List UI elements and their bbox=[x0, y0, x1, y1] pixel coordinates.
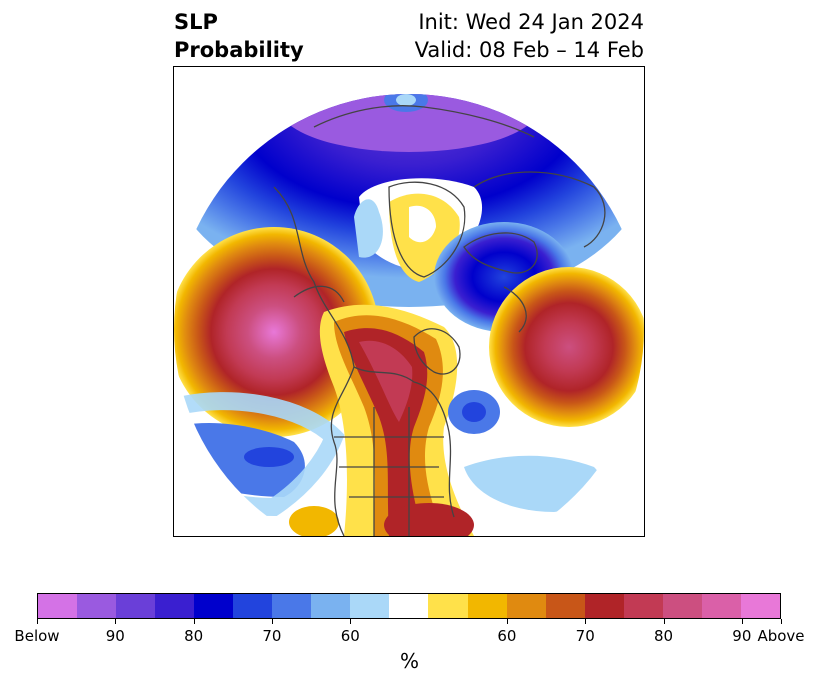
colorbar-segment bbox=[389, 594, 429, 618]
colorbar-segment bbox=[272, 594, 312, 618]
colorbar-segment bbox=[662, 594, 702, 618]
colorbar-tick-label: 80 bbox=[184, 627, 204, 645]
atlantic-above-normal-area bbox=[489, 267, 644, 427]
colorbar-segment bbox=[233, 594, 273, 618]
colorbar-segment bbox=[311, 594, 351, 618]
colorbar-segment bbox=[584, 594, 624, 618]
colorbar bbox=[37, 593, 781, 619]
colorbar-tick-label: 70 bbox=[575, 627, 595, 645]
title-right: Init: Wed 24 Jan 2024 Valid: 08 Feb – 14… bbox=[415, 8, 644, 64]
colorbar-tick bbox=[350, 619, 352, 624]
colorbar-segment bbox=[38, 594, 78, 618]
colorbar-tick-label: 60 bbox=[340, 627, 360, 645]
colorbar-segment bbox=[623, 594, 663, 618]
colorbar-segment bbox=[116, 594, 156, 618]
colorbar-tick bbox=[741, 619, 743, 624]
variable-subtitle: Probability bbox=[174, 38, 304, 62]
colorbar-tick bbox=[585, 619, 587, 624]
colorbar-tick bbox=[193, 619, 195, 624]
map-panel bbox=[173, 66, 645, 537]
colorbar-segment bbox=[155, 594, 195, 618]
colorbar-tick-label: 60 bbox=[497, 627, 517, 645]
colorbar-segment bbox=[506, 594, 546, 618]
colorbar-tick-label: Above bbox=[757, 627, 805, 645]
colorbar-tick bbox=[781, 619, 782, 624]
colorbar-ticks: Below 90 80 70 60 60 70 80 90 Above bbox=[0, 619, 819, 649]
valid-period-label: Valid: 08 Feb – 14 Feb bbox=[414, 38, 644, 62]
colorbar-tick bbox=[37, 619, 38, 624]
colorbar-tick-label: 70 bbox=[262, 627, 282, 645]
colorbar-segment bbox=[428, 594, 468, 618]
probability-field bbox=[174, 94, 644, 536]
colorbar-tick-label: 90 bbox=[732, 627, 752, 645]
title-left: SLP Probability bbox=[174, 8, 304, 64]
colorbar-tick bbox=[663, 619, 665, 624]
variable-title: SLP bbox=[174, 10, 218, 34]
colorbar-segment bbox=[545, 594, 585, 618]
pacific-above-normal-area bbox=[174, 227, 379, 437]
colorbar-tick bbox=[115, 619, 117, 624]
colorbar-segment bbox=[77, 594, 117, 618]
coastlines bbox=[273, 105, 606, 536]
colorbar-tick bbox=[506, 619, 508, 624]
colorbar-tick-label: 90 bbox=[105, 627, 125, 645]
probability-map bbox=[174, 94, 644, 536]
colorbar-segment bbox=[701, 594, 741, 618]
colorbar-segment bbox=[194, 594, 234, 618]
init-date-label: Init: Wed 24 Jan 2024 bbox=[418, 10, 644, 34]
colorbar-tick bbox=[271, 619, 273, 624]
colorbar-segment bbox=[467, 594, 507, 618]
colorbar-unit-label: % bbox=[399, 649, 419, 673]
colorbar-tick-label: Below bbox=[14, 627, 60, 645]
colorbar-segment bbox=[740, 594, 780, 618]
colorbar-tick-label: 80 bbox=[653, 627, 674, 645]
colorbar-segment bbox=[350, 594, 390, 618]
